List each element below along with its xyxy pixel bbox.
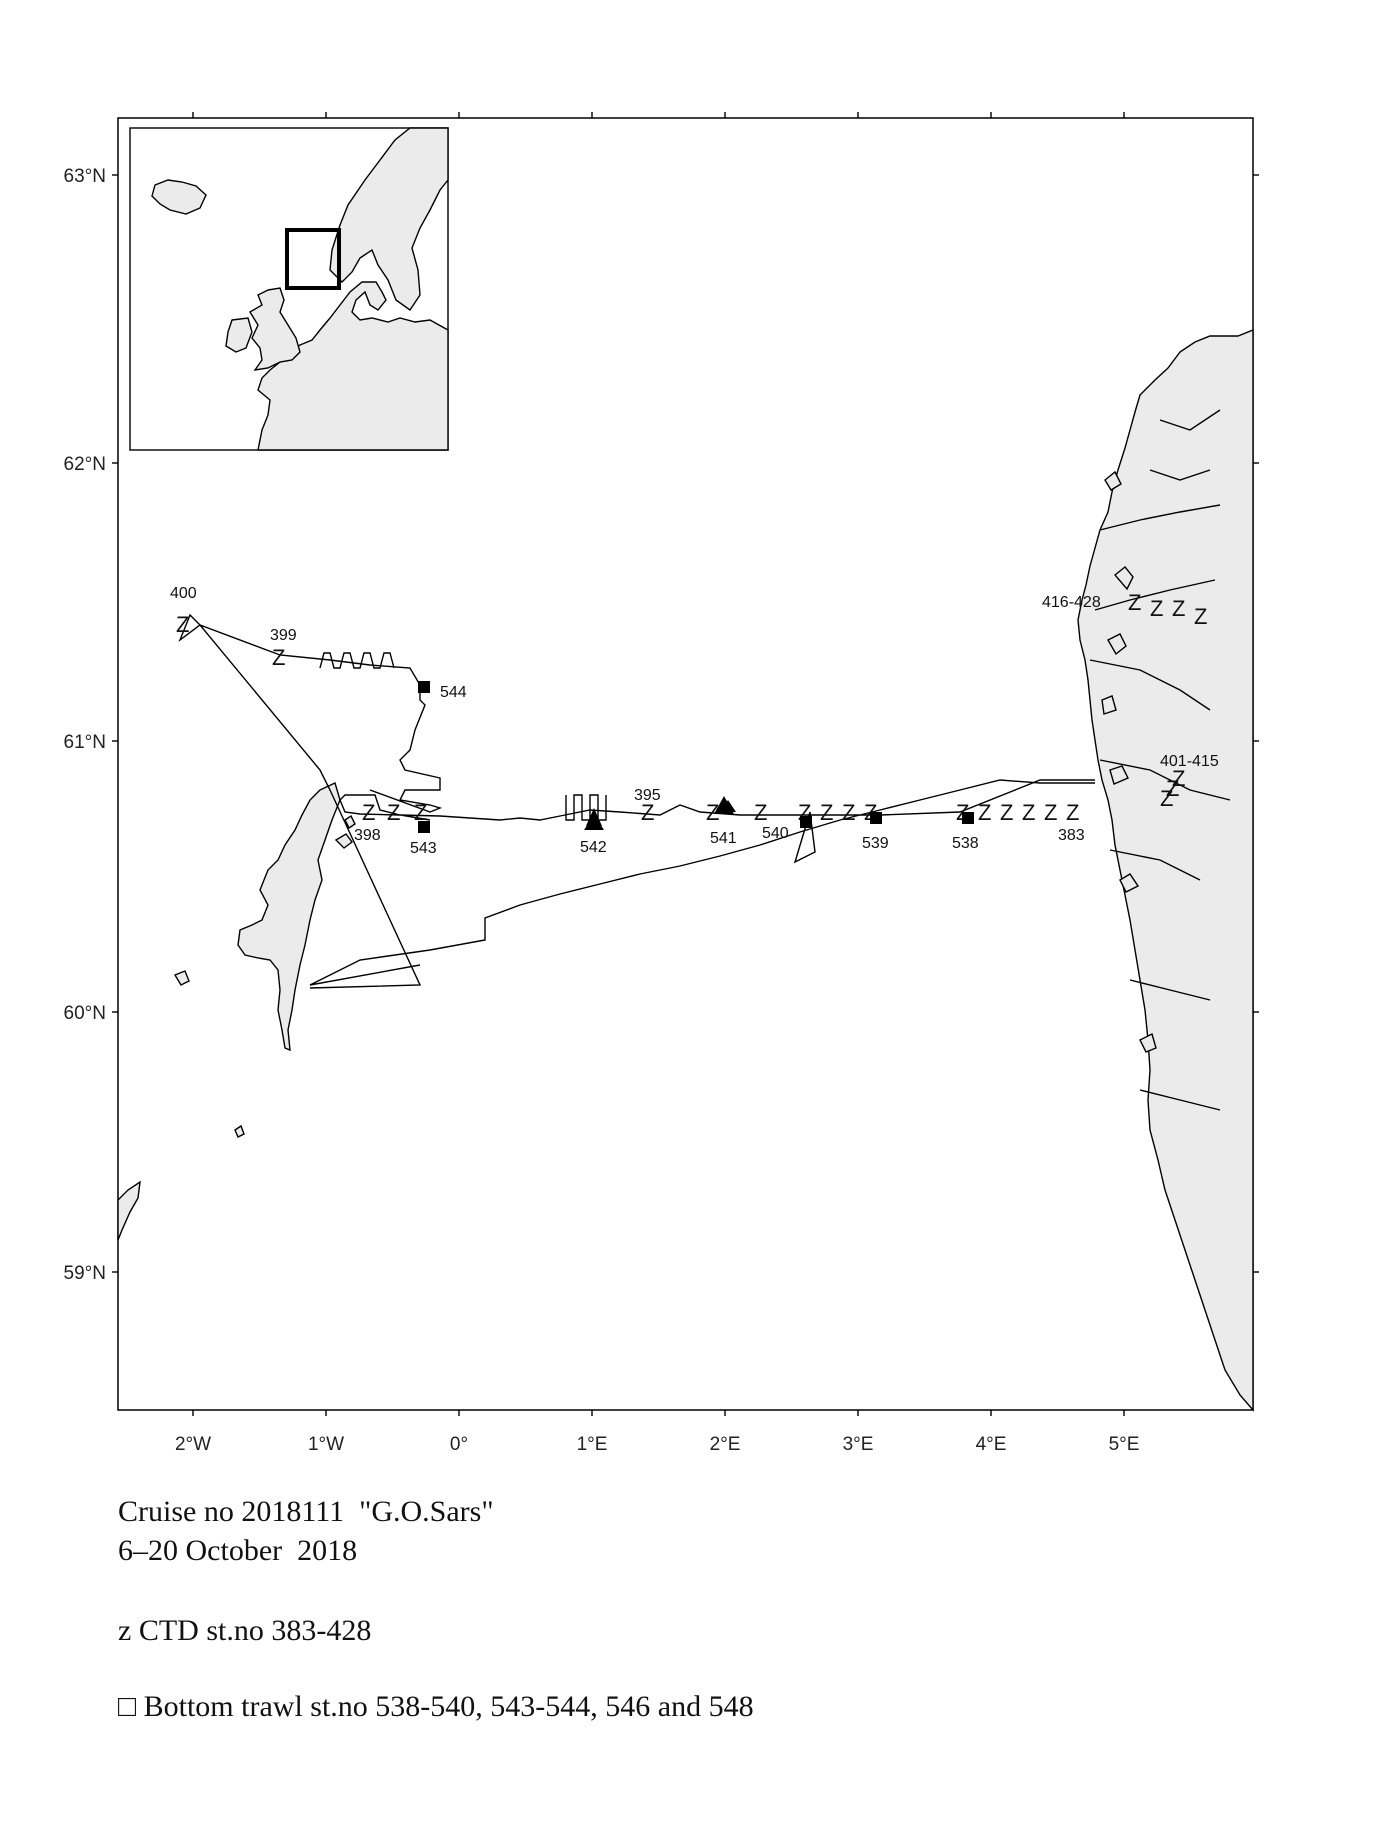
station-label-401-415: 401-415 [1160, 753, 1219, 770]
station-label-539: 539 [862, 835, 889, 852]
station-label-543: 543 [410, 840, 437, 857]
lat-label-61: 61°N [64, 732, 106, 753]
trawl-marker-543 [418, 821, 430, 833]
ctd-marker: Z [1194, 604, 1207, 629]
ctd-marker: Z [978, 800, 991, 825]
ctd-marker: Z [1150, 596, 1163, 621]
norway-coast [1077, 328, 1254, 1412]
ctd-marker: Z [820, 800, 833, 825]
trawl-marker-538 [962, 812, 974, 824]
inset-map [129, 127, 449, 451]
inset-scandinavia [329, 127, 449, 311]
triangle-marker-542b [584, 815, 604, 830]
station-label-542: 542 [580, 839, 607, 856]
lat-label-60: 60°N [64, 1003, 106, 1024]
trawl-markers [418, 681, 974, 833]
station-label-541: 541 [710, 830, 737, 847]
caption-dates: 6–20 October 2018 [118, 1534, 358, 1567]
lon-label-1w: 1°W [308, 1434, 344, 1455]
lat-label-62: 62°N [64, 454, 106, 475]
caption-ctd-legend: z CTD st.no 383-428 [118, 1614, 372, 1647]
cruise-track [178, 613, 1095, 989]
shetland-islands [237, 782, 341, 1052]
caption-cruise: Cruise no 2018111 "G.O.Sars" [118, 1495, 494, 1528]
inset-continent [257, 281, 449, 451]
inset-iceland [151, 179, 207, 215]
ctd-marker: Z [176, 612, 189, 637]
inset-survey-box [285, 228, 341, 290]
station-label-399: 399 [270, 627, 297, 644]
trawl-marker-540 [800, 816, 812, 828]
lat-label-63: 63°N [64, 166, 106, 187]
trawl-marker-539 [870, 812, 882, 824]
ctd-marker: Z [1172, 596, 1185, 621]
triangle-markers [584, 796, 736, 830]
ctd-marker: Z [842, 800, 855, 825]
coastal-islands [1101, 470, 1157, 1053]
ctd-marker: Z [272, 645, 285, 670]
ctd-marker: Z [1000, 800, 1013, 825]
ctd-marker: Z [1044, 800, 1057, 825]
shetland-small-islands [173, 814, 356, 1138]
ctd-marker: Z [362, 800, 375, 825]
lon-label-3e: 3°E [843, 1434, 874, 1455]
ctd-marker: Z [1022, 800, 1035, 825]
caption-trawl-legend: □ Bottom trawl st.no 538-540, 543-544, 5… [118, 1690, 754, 1723]
cruise-track-map: 63°N 62°N 61°N 60°N 59°N 2°W 1°W 0° 1°E … [64, 112, 1259, 1455]
ctd-marker: Z [1172, 766, 1185, 791]
station-label-398: 398 [354, 827, 381, 844]
ctd-marker: Z [706, 800, 719, 825]
station-label-416-428: 416-428 [1042, 594, 1101, 611]
ctd-markers: Z Z Z Z Z Z Z Z Z Z Z Z Z Z Z Z Z Z Z Z … [176, 590, 1207, 825]
station-label-538: 538 [952, 835, 979, 852]
lon-label-0: 0° [450, 1434, 468, 1455]
station-label-540: 540 [762, 825, 789, 842]
station-label-544: 544 [440, 684, 467, 701]
lat-axis [112, 174, 1259, 1273]
station-label-395: 395 [634, 787, 661, 804]
ctd-marker: Z [641, 800, 654, 825]
ctd-marker: Z [1128, 590, 1141, 615]
station-label-400: 400 [170, 585, 197, 602]
lat-label-59: 59°N [64, 1263, 106, 1284]
lon-label-1e: 1°E [577, 1434, 608, 1455]
inset-great-britain [249, 287, 301, 371]
ctd-marker: Z [1166, 776, 1179, 801]
ctd-marker: Z [1160, 786, 1173, 811]
trawl-marker-544 [418, 681, 430, 693]
fjord-lines [1089, 409, 1231, 1111]
lon-label-4e: 4°E [976, 1434, 1007, 1455]
ctd-marker: Z [414, 800, 427, 825]
triangle-marker-541b [720, 800, 736, 812]
ctd-marker: Z [1066, 800, 1079, 825]
lon-axis [192, 112, 1125, 1416]
lon-label-2w: 2°W [175, 1434, 211, 1455]
lon-label-5e: 5°E [1109, 1434, 1140, 1455]
station-label-383: 383 [1058, 827, 1085, 844]
lon-label-2e: 2°E [710, 1434, 741, 1455]
orkney-fragment [117, 1180, 141, 1241]
inset-ireland [225, 317, 253, 353]
ctd-marker: Z [754, 800, 767, 825]
ctd-marker: Z [387, 800, 400, 825]
